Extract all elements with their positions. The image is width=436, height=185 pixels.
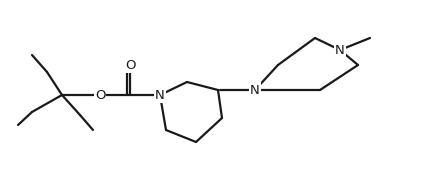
Text: N: N	[335, 43, 345, 56]
Text: O: O	[125, 58, 135, 71]
Text: N: N	[155, 88, 165, 102]
Text: N: N	[250, 83, 260, 97]
Text: O: O	[95, 88, 105, 102]
